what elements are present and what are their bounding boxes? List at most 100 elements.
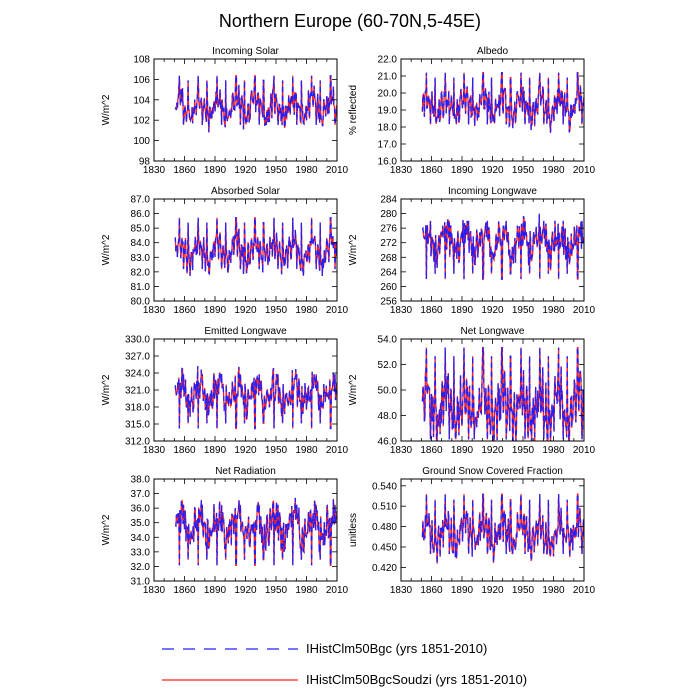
x-tick-label: 1980 (542, 585, 565, 596)
x-tick-label: 1890 (451, 585, 474, 596)
x-tick-label: 1830 (390, 585, 413, 596)
panel-title: Net Radiation (215, 466, 276, 477)
y-tick-label: 321.0 (125, 386, 150, 397)
y-tick-label: 108 (133, 55, 150, 66)
y-tick-label: 18.0 (378, 123, 398, 134)
x-tick-label: 1950 (265, 305, 288, 316)
y-tick-label: 20.0 (378, 89, 398, 100)
x-tick-label: 1830 (143, 585, 166, 596)
x-tick-label: 1950 (512, 445, 535, 456)
y-tick-label: 106 (133, 75, 150, 86)
y-tick-label: 330.0 (125, 335, 150, 346)
x-tick-label: 1980 (295, 585, 318, 596)
x-tick-label: 1890 (451, 165, 474, 176)
series-line-bgc (174, 75, 337, 133)
x-tick-label: 1950 (265, 445, 288, 456)
x-tick-label: 1860 (420, 585, 443, 596)
x-tick-label: 1920 (481, 165, 504, 176)
panel-title: Ground Snow Covered Fraction (422, 466, 563, 477)
y-tick-label: 264 (380, 267, 397, 278)
y-tick-label: 0.540 (372, 481, 397, 492)
x-tick-label: 1860 (420, 305, 443, 316)
x-tick-label: 2010 (326, 445, 349, 456)
y-tick-label: 34.0 (131, 533, 151, 544)
y-tick-label: 36.0 (131, 504, 151, 515)
y-tick-label: 48.0 (378, 411, 398, 422)
y-tick-label: 0.510 (372, 502, 397, 513)
x-tick-label: 2010 (573, 445, 596, 456)
y-tick-label: 315.0 (125, 420, 150, 431)
x-tick-label: 2010 (573, 305, 596, 316)
y-tick-label: 52.0 (378, 360, 398, 371)
plot-frame (400, 198, 585, 302)
x-tick-label: 1920 (234, 585, 257, 596)
x-tick-label: 2010 (326, 305, 349, 316)
y-tick-label: 256 (380, 297, 397, 308)
chart-panel-2: Albedo % reflected 1830 1860 1890 1920 1950 198… (348, 46, 596, 176)
y-tick-label: 324.0 (125, 369, 150, 380)
chart-panel-1: Incoming Solar W/m^2 1830 1860 1890 1920 1950 1… (101, 46, 349, 176)
y-tick-label: 83.0 (131, 253, 151, 264)
y-tick-label: 260 (380, 282, 397, 293)
x-tick-label: 1860 (173, 165, 196, 176)
legend-label-2: IHistClm50BgcSoudzi (yrs 1851-2010) (306, 672, 527, 687)
y-tick-label: 38.0 (131, 475, 151, 486)
y-tick-label: 284 (380, 195, 397, 206)
x-tick-label: 1980 (295, 165, 318, 176)
x-tick-label: 1860 (173, 445, 196, 456)
x-tick-label: 1980 (542, 305, 565, 316)
y-axis-label: W/m^2 (101, 374, 112, 405)
panels: Incoming Solar W/m^2 1830 1860 1890 1920 1950 1… (101, 46, 596, 596)
x-tick-label: 1860 (173, 305, 196, 316)
y-tick-label: 17.0 (378, 140, 398, 151)
y-tick-label: 50.0 (378, 386, 398, 397)
y-axis-label: W/m^2 (348, 374, 359, 405)
x-tick-label: 1890 (451, 445, 474, 456)
x-tick-label: 1950 (265, 585, 288, 596)
x-tick-label: 1830 (390, 305, 413, 316)
series-line-bgc (174, 366, 337, 430)
y-tick-label: 0.450 (372, 543, 397, 554)
chart-panel-6: Net Longwave W/m^2 1830 1860 1890 1920 1950 198… (348, 326, 596, 456)
y-tick-label: 100 (133, 136, 150, 147)
chart-panel-3: Absorbed Solar W/m^2 1830 1860 1890 1920 1950 1… (101, 186, 349, 316)
y-axis-label: unitless (348, 513, 359, 547)
x-tick-label: 1890 (204, 585, 227, 596)
chart-panel-4: Incoming Longwave W/m^2 1830 1860 1890 1920 19… (348, 186, 596, 316)
x-tick-label: 2010 (326, 165, 349, 176)
y-tick-label: 85.0 (131, 224, 151, 235)
y-tick-label: 276 (380, 224, 397, 235)
x-tick-label: 1950 (512, 305, 535, 316)
y-tick-label: 0.480 (372, 522, 397, 533)
chart-panel-7: Net Radiation W/m^2 1830 1860 1890 1920 1950 19… (101, 466, 349, 596)
x-tick-label: 1830 (390, 445, 413, 456)
x-tick-label: 2010 (326, 585, 349, 596)
y-tick-label: 280 (380, 209, 397, 220)
chart-panel-8: Ground Snow Covered Fraction unitless 1830… (348, 466, 596, 596)
y-tick-label: 327.0 (125, 352, 150, 363)
y-tick-label: 104 (133, 95, 150, 106)
series-line-bgc (421, 346, 584, 441)
y-tick-label: 0.420 (372, 563, 397, 574)
y-axis-label: W/m^2 (348, 234, 359, 265)
x-tick-label: 1890 (204, 165, 227, 176)
y-tick-label: 22.0 (378, 55, 398, 66)
panel-title: Emitted Longwave (204, 326, 287, 337)
x-tick-label: 1860 (420, 165, 443, 176)
y-tick-label: 35.0 (131, 518, 151, 529)
panel-title: Absorbed Solar (211, 186, 281, 197)
y-tick-label: 81.0 (131, 282, 151, 293)
y-axis-label: W/m^2 (101, 514, 112, 545)
x-tick-label: 1980 (295, 305, 318, 316)
series-line-bgc (174, 217, 337, 277)
y-tick-label: 272 (380, 238, 397, 249)
x-tick-label: 1830 (143, 165, 166, 176)
x-tick-label: 1830 (390, 165, 413, 176)
y-tick-label: 86.0 (131, 209, 151, 220)
x-tick-label: 1980 (542, 445, 565, 456)
series-line-soudzi (421, 493, 584, 564)
legend-label-1: IHistClm50Bgc (yrs 1851-2010) (306, 641, 487, 656)
y-tick-label: 82.0 (131, 267, 151, 278)
panel-title: Albedo (477, 46, 509, 57)
y-tick-label: 98 (139, 157, 151, 168)
